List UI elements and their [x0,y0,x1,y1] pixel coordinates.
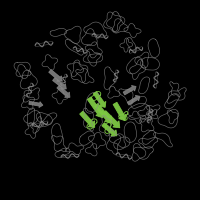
Polygon shape [87,97,103,118]
Polygon shape [113,102,126,121]
Polygon shape [80,111,95,127]
Polygon shape [93,91,106,107]
Polygon shape [95,103,112,123]
Polygon shape [53,78,66,89]
Polygon shape [123,85,136,95]
Polygon shape [29,101,43,108]
Polygon shape [103,111,120,128]
Polygon shape [49,69,62,81]
Polygon shape [57,85,70,97]
Polygon shape [127,95,140,105]
Polygon shape [102,123,117,136]
